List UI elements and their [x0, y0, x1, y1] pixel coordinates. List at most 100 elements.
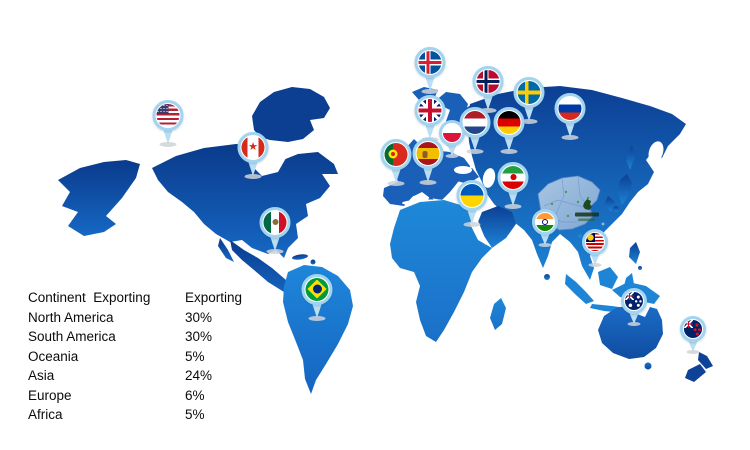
pin-shadow: [588, 263, 602, 267]
pin-ball: [513, 76, 545, 108]
pin-shadow: [500, 148, 518, 154]
pin-ball: [456, 179, 488, 211]
pin-ball: [152, 99, 184, 131]
pin-tail: [467, 208, 477, 224]
mexico-flag-icon: [263, 210, 287, 234]
russia-flag-icon: [558, 96, 582, 120]
table-row-label: Oceania: [28, 348, 79, 364]
table-row-value: 5%: [185, 407, 205, 422]
pin-ball: [582, 229, 608, 255]
table-row: Oceania 5%: [28, 347, 242, 367]
table-row: Asia 24%: [28, 366, 242, 386]
pin-tail: [425, 75, 435, 91]
norway-flag-icon: [476, 69, 500, 93]
continent-africa: [390, 200, 506, 342]
pin-shadow: [419, 179, 437, 185]
exporting-table: Continent Exporting Exporting North Americ…: [28, 288, 242, 425]
sweden-flag-icon: [517, 80, 541, 104]
pin-ball: [439, 120, 465, 146]
pin-ball: [414, 46, 446, 78]
pin-ball: [259, 206, 291, 238]
pin-tail: [447, 144, 457, 156]
pin-tail: [312, 302, 322, 318]
pin-tail: [629, 312, 639, 324]
pin-shadow: [538, 243, 552, 247]
table-row-value: 30%: [185, 309, 213, 325]
table-header-label: Continent Exporting: [28, 290, 151, 305]
pin-tail: [688, 340, 698, 352]
pin-ball: [493, 106, 525, 138]
uk-flag-icon: [418, 98, 442, 122]
pin-tail: [391, 167, 401, 183]
table-header-value: Exporting: [185, 290, 243, 305]
pin-shadow: [504, 203, 522, 209]
table-row-value: 6%: [185, 387, 205, 403]
malaysia-flag-icon: [586, 233, 604, 251]
poland-flag-icon: [443, 124, 461, 142]
iceland-flag-icon: [418, 50, 442, 74]
pin-ball: [301, 273, 333, 305]
pin-ball: [497, 161, 529, 193]
china-brand-watermark-logo: [575, 199, 599, 221]
pin-ball: [554, 92, 586, 124]
pin-shadow: [308, 315, 326, 321]
table-row-label: North America: [28, 309, 114, 325]
table-row: Africa 5%: [28, 405, 242, 425]
australia-flag-icon: [625, 292, 643, 310]
pin-tail: [504, 135, 514, 151]
pin-shadow: [686, 350, 700, 354]
table-row-value: 30%: [185, 329, 213, 344]
pin-ball: [380, 138, 412, 170]
pin-ball: [532, 209, 558, 235]
pin-shadow: [627, 322, 641, 326]
pin-tail: [248, 160, 258, 176]
pin-shadow: [266, 248, 284, 254]
pin-ball: [412, 137, 444, 169]
pin-shadow: [463, 221, 481, 227]
pin-tail: [425, 123, 435, 139]
pin-ball: [680, 316, 706, 342]
brazil-flag-icon: [305, 277, 329, 301]
pin-shadow: [466, 148, 484, 154]
pin-ball: [459, 106, 491, 138]
pin-shadow: [520, 118, 538, 124]
pin-shadow: [244, 173, 262, 179]
new-zealand-flag-icon: [684, 320, 702, 338]
usa-flag-icon: [156, 103, 180, 127]
pin-tail: [423, 166, 433, 182]
pin-shadow: [159, 141, 177, 147]
table-row: South America 30%: [28, 327, 242, 347]
pin-tail: [163, 128, 173, 144]
continent-south-america: [283, 265, 353, 394]
ukraine-flag-icon: [460, 183, 484, 207]
pin-tail: [270, 235, 280, 251]
netherlands-flag-icon: [463, 110, 487, 134]
table-row: Europe 6%: [28, 386, 242, 406]
pin-shadow: [387, 180, 405, 186]
pin-tail: [565, 121, 575, 137]
pin-shadow: [479, 107, 497, 113]
continent-oceania: [598, 305, 713, 382]
india-flag-icon: [536, 213, 554, 231]
pin-tail: [470, 135, 480, 151]
table-header: Continent Exporting Exporting: [28, 288, 242, 308]
table-row-label: Africa: [28, 407, 63, 422]
pin-ball: [621, 288, 647, 314]
table-row-label: South America: [28, 329, 116, 344]
pin-tail: [524, 105, 534, 121]
table-row: North America 30%: [28, 308, 242, 328]
pin-ball: [237, 131, 269, 163]
pin-ball: [472, 65, 504, 97]
pin-tail: [508, 190, 518, 206]
canada-flag-icon: [241, 135, 265, 159]
portugal-flag-icon: [384, 142, 408, 166]
pin-tail: [540, 233, 550, 245]
table-row-label: Asia: [28, 368, 55, 383]
pin-shadow: [445, 154, 459, 158]
pin-shadow: [561, 134, 579, 140]
spain-flag-icon: [416, 141, 440, 165]
germany-flag-icon: [497, 110, 521, 134]
